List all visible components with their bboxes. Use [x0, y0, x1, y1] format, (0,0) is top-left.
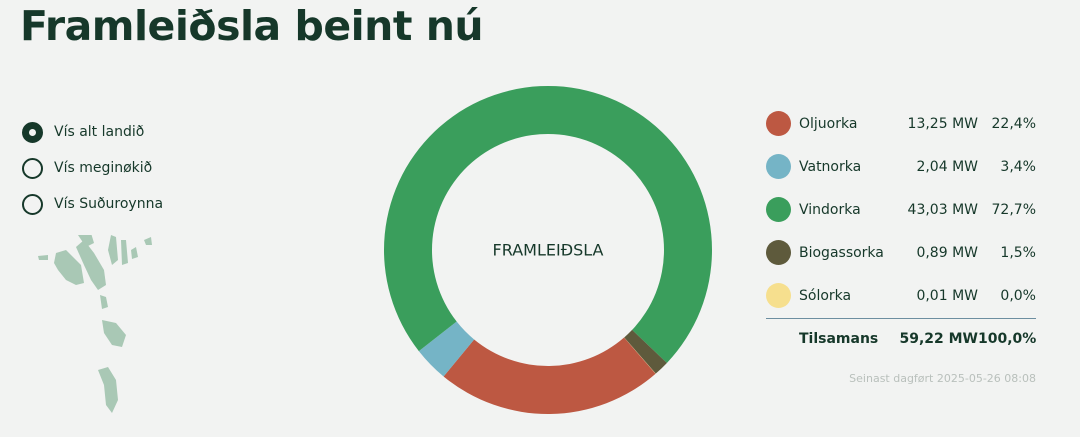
legend-percent: 22,4%: [991, 115, 1036, 132]
legend-name: Biogassorka: [799, 244, 884, 261]
legend-name: Vindorka: [799, 201, 861, 218]
legend-mw: 43,03 MW: [907, 201, 978, 218]
donut-slice-biogassorka: [624, 329, 667, 374]
radio-label: Vís Suðuroynna: [54, 196, 164, 212]
radio-empty-icon: [22, 157, 43, 179]
legend-mw: 2,04 MW: [916, 158, 978, 175]
legend-row: Sólorka 0,01 MW 0,0%: [766, 274, 1036, 317]
donut-slice-vindorka: [384, 85, 712, 363]
legend-table: Oljuorka 13,25 MW 22,4% Vatnorka 2,04 MW…: [766, 102, 1036, 359]
legend-name: Oljuorka: [799, 115, 858, 132]
legend-color-icon: [766, 111, 791, 136]
legend-percent: 1,5%: [1000, 244, 1036, 261]
donut-slice-vatnorka: [418, 321, 475, 377]
legend-name: Vatnorka: [799, 158, 862, 175]
donut-center-label: FRAMLEIÐSLA: [492, 240, 604, 260]
view-options: Vís alt landið Vís meginøkið Vís Suðuroy…: [22, 114, 163, 222]
production-donut-chart: [384, 85, 712, 414]
legend-mw: 0,89 MW: [916, 244, 978, 261]
radio-selected-icon: [22, 121, 43, 143]
radio-label: Vís meginøkið: [54, 160, 153, 176]
total-label: Tilsamans: [799, 331, 879, 347]
radio-all-country[interactable]: Vís alt landið: [22, 114, 163, 150]
legend-color-icon: [766, 197, 791, 222]
spacer: [766, 327, 791, 352]
total-row: Tilsamans 59,22 MW 100,0%: [766, 319, 1036, 359]
legend-color-icon: [766, 154, 791, 179]
legend-mw: 13,25 MW: [907, 115, 978, 132]
legend-percent: 3,4%: [1000, 158, 1036, 175]
radio-suduroy[interactable]: Vís Suðuroynna: [22, 186, 163, 222]
legend-color-icon: [766, 240, 791, 265]
page-title: Framleiðsla beint nú: [20, 2, 484, 50]
legend-row: Vatnorka 2,04 MW 3,4%: [766, 145, 1036, 188]
divider: [766, 318, 1036, 319]
legend-color-icon: [766, 283, 791, 308]
total-percent: 100,0%: [978, 331, 1037, 347]
legend-percent: 0,0%: [1000, 287, 1036, 304]
last-updated: Seinast dagført 2025-05-26 08:08: [849, 372, 1036, 385]
radio-main-area[interactable]: Vís meginøkið: [22, 150, 163, 186]
radio-empty-icon: [22, 193, 43, 215]
donut-slice-oljuorka: [443, 337, 656, 414]
legend-row: Vindorka 43,03 MW 72,7%: [766, 188, 1036, 231]
total-mw: 59,22 MW: [899, 331, 978, 347]
legend-percent: 72,7%: [991, 201, 1036, 218]
legend-row: Biogassorka 0,89 MW 1,5%: [766, 231, 1036, 274]
radio-label: Vís alt landið: [54, 124, 145, 140]
legend-name: Sólorka: [799, 287, 852, 304]
legend-mw: 0,01 MW: [916, 287, 978, 304]
donut-slice-sólorka: [624, 337, 656, 374]
faroe-islands-map-icon: [38, 235, 152, 413]
legend-row: Oljuorka 13,25 MW 22,4%: [766, 102, 1036, 145]
